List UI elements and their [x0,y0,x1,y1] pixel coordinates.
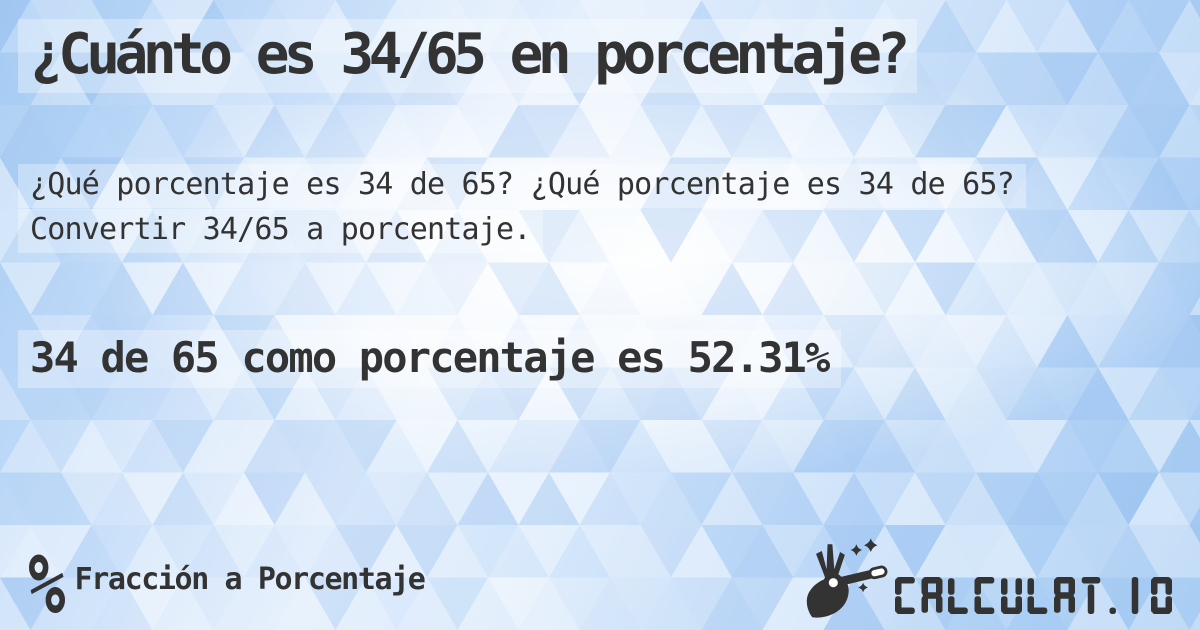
category-label: Fracción a Porcentaje [74,561,426,597]
answer-statement: 34 de 65 como porcentaje es 52.31% [18,330,841,388]
magic-wand-hand-icon [793,532,889,622]
brand-logo-segments [895,577,1172,614]
brand-logo [793,530,1172,620]
brand-logo-text [895,577,1172,620]
category-badge: % Fracción a Porcentaje [28,535,426,630]
answer-text: 34 de 65 como porcentaje es 52.31% [18,330,841,388]
page-description: ¿Qué porcentaje es 34 de 65? ¿Qué porcen… [18,162,1118,253]
page-title-text: ¿Cuánto es 34/65 en porcentaje? [18,19,917,93]
page-description-text: ¿Qué porcentaje es 34 de 65? ¿Qué porcen… [18,164,1026,253]
page-title: ¿Cuánto es 34/65 en porcentaje? [18,19,917,93]
footer: % Fracción a Porcentaje [28,534,1172,630]
percent-icon: % [28,535,66,630]
